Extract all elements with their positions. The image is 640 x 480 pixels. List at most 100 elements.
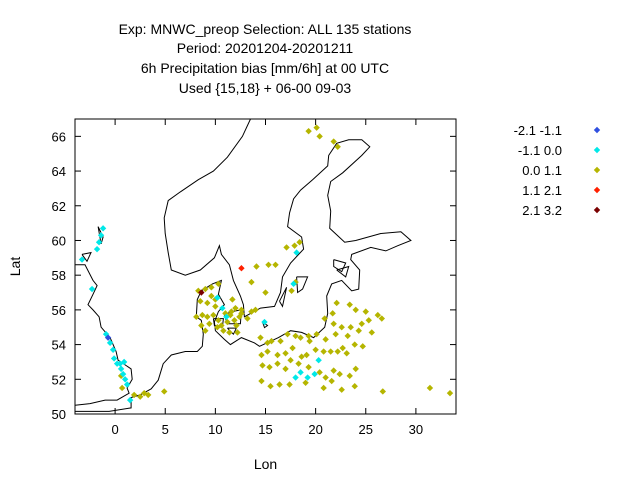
data-point bbox=[287, 357, 294, 364]
coast-segment bbox=[336, 265, 350, 278]
coast-segment bbox=[279, 287, 288, 308]
data-point bbox=[226, 329, 233, 336]
data-point bbox=[104, 334, 112, 341]
legend-label: -2.1 -1.1 bbox=[514, 123, 562, 138]
data-point bbox=[347, 324, 354, 331]
coast-segment bbox=[333, 259, 347, 273]
data-point bbox=[330, 138, 337, 145]
data-point bbox=[212, 303, 219, 310]
y-tick-label: 64 bbox=[52, 164, 66, 179]
data-point bbox=[305, 332, 312, 340]
data-point bbox=[144, 391, 152, 399]
data-point bbox=[215, 317, 222, 324]
data-point bbox=[344, 332, 351, 340]
legend-label: 1.1 2.1 bbox=[522, 183, 562, 198]
data-point bbox=[238, 310, 245, 317]
data-point bbox=[220, 327, 227, 334]
y-tick-label: 54 bbox=[52, 338, 66, 353]
data-point bbox=[322, 374, 329, 381]
data-point bbox=[378, 315, 386, 322]
data-point bbox=[358, 320, 365, 327]
data-point bbox=[231, 317, 238, 324]
data-point bbox=[355, 327, 362, 334]
x-tick-label: 30 bbox=[409, 422, 423, 437]
data-point bbox=[244, 315, 251, 322]
data-point bbox=[208, 292, 215, 300]
data-point bbox=[95, 239, 103, 246]
data-point bbox=[229, 296, 236, 303]
data-point bbox=[258, 351, 265, 359]
data-point bbox=[297, 369, 304, 376]
data-point bbox=[118, 384, 126, 392]
data-point bbox=[248, 308, 255, 315]
data-point bbox=[117, 365, 125, 373]
data-point bbox=[339, 344, 346, 352]
legend-marker bbox=[593, 186, 601, 194]
data-point bbox=[130, 391, 138, 399]
y-tick-label: 50 bbox=[52, 407, 66, 422]
data-point bbox=[202, 327, 209, 334]
data-point bbox=[264, 348, 271, 355]
data-point bbox=[303, 351, 310, 359]
data-point bbox=[88, 285, 96, 293]
data-point bbox=[282, 365, 289, 373]
x-tick-label: 20 bbox=[308, 422, 322, 437]
data-point bbox=[321, 315, 328, 322]
data-point bbox=[352, 365, 359, 373]
data-point bbox=[291, 242, 298, 249]
legend-label: 0.0 1.1 bbox=[522, 163, 562, 178]
data-point bbox=[282, 350, 289, 357]
y-tick-label: 52 bbox=[52, 372, 66, 387]
data-point bbox=[232, 304, 239, 312]
data-point bbox=[106, 339, 114, 347]
data-point bbox=[248, 278, 255, 286]
coast-segment bbox=[296, 276, 309, 294]
title-line-1: Exp: MNWC_preop Selection: ALL 135 stati… bbox=[118, 21, 412, 37]
data-point bbox=[328, 377, 335, 385]
data-point bbox=[119, 370, 127, 378]
y-tick-label: 56 bbox=[52, 303, 66, 318]
data-point bbox=[312, 346, 319, 353]
plot-frame bbox=[74, 118, 457, 415]
data-point bbox=[198, 322, 205, 329]
data-point bbox=[330, 367, 337, 374]
data-point bbox=[346, 301, 353, 308]
data-point bbox=[297, 334, 304, 341]
data-point bbox=[306, 337, 313, 345]
data-point bbox=[261, 318, 268, 326]
data-point bbox=[274, 360, 281, 367]
coast-segment bbox=[81, 251, 92, 263]
data-point bbox=[311, 370, 318, 378]
data-point bbox=[336, 370, 343, 378]
data-point bbox=[446, 389, 454, 397]
data-point bbox=[320, 384, 327, 392]
data-point bbox=[238, 306, 245, 314]
data-point bbox=[234, 329, 241, 336]
data-point bbox=[316, 133, 323, 140]
data-point bbox=[333, 299, 340, 307]
data-point bbox=[268, 337, 275, 345]
data-point bbox=[359, 343, 366, 350]
data-point bbox=[330, 320, 337, 327]
data-point bbox=[305, 127, 312, 135]
data-point bbox=[289, 344, 296, 352]
legend-marker bbox=[593, 146, 601, 154]
axis-ticks: 0 5 10 15 20 25 30 50 52 54 56 58 60 62 64 66 bbox=[52, 119, 456, 437]
data-point bbox=[320, 348, 327, 355]
data-point bbox=[109, 346, 117, 353]
data-point bbox=[329, 310, 336, 317]
y-axis-label: Lat bbox=[7, 257, 23, 277]
data-point bbox=[224, 318, 231, 326]
data-point bbox=[293, 249, 300, 256]
data-point bbox=[215, 280, 222, 288]
title-line-2: Period: 20201204-20201211 bbox=[176, 40, 354, 56]
data-point bbox=[315, 357, 322, 364]
data-point bbox=[265, 261, 272, 268]
data-point bbox=[223, 313, 230, 321]
data-point bbox=[316, 369, 323, 376]
data-point bbox=[219, 304, 226, 312]
data-point bbox=[338, 324, 345, 331]
data-point bbox=[126, 396, 134, 404]
title-line-3: 6h Precipitation bias [mm/6h] at 00 UTC bbox=[140, 60, 390, 76]
